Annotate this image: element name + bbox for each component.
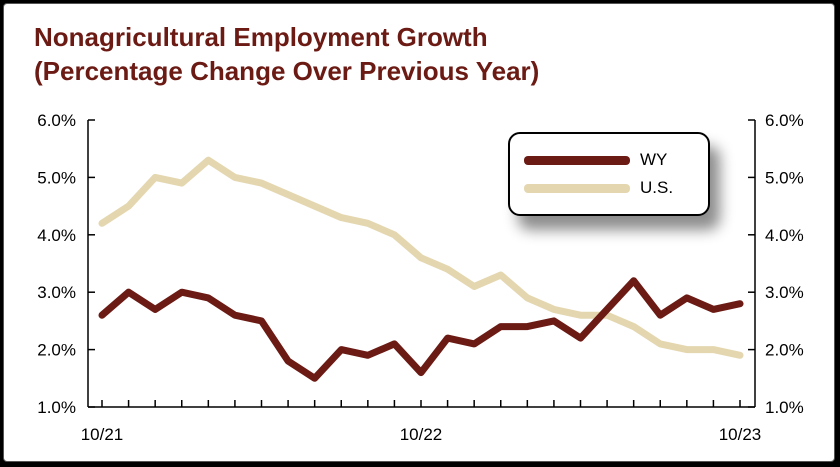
y-tick-label-left: 3.0% <box>37 283 76 302</box>
series-line-us <box>98 156 744 359</box>
x-tick-label: 10/23 <box>719 425 762 444</box>
y-tick-label-left: 1.0% <box>37 398 76 417</box>
tick-labels: 1.0% 1.0% 2.0% 2.0% 3.0% 3.0% 4.0% 4.0% 5.0% 5.0%… <box>37 111 804 444</box>
legend-label-wy: WY <box>640 150 668 169</box>
y-tick-label-left: 4.0% <box>37 226 76 245</box>
y-tick-label-right: 5.0% <box>765 168 804 187</box>
series-lines <box>98 156 744 382</box>
x-tick-label: 10/21 <box>81 425 124 444</box>
chart-frame <box>3 3 835 462</box>
y-tick-label-right: 2.0% <box>765 341 804 360</box>
legend-item-wy: WY <box>524 148 667 172</box>
legend-label-us: U.S. <box>640 178 674 197</box>
axis-ticks <box>88 119 755 408</box>
legend-swatch-wy <box>524 155 630 165</box>
chart-title-line1: Nonagricultural Employment Growth <box>34 22 488 52</box>
y-tick-label-right: 1.0% <box>765 398 804 417</box>
chart-title: Nonagricultural Employment Growth (Perce… <box>34 20 539 88</box>
y-tick-label-right: 4.0% <box>765 226 804 245</box>
x-tick-label: 10/22 <box>400 425 443 444</box>
y-tick-label-left: 2.0% <box>37 341 76 360</box>
legend-swatch-us <box>524 183 630 193</box>
y-tick-label-left: 6.0% <box>37 111 76 130</box>
y-tick-label-right: 6.0% <box>765 111 804 130</box>
chart-title-line2: (Percentage Change Over Previous Year) <box>34 56 540 86</box>
y-tick-label-right: 3.0% <box>765 283 804 302</box>
y-tick-label-left: 5.0% <box>37 168 76 187</box>
legend-item-us: U.S. <box>524 176 673 200</box>
legend: WY U.S. <box>508 132 710 216</box>
series-line-wy <box>98 277 744 382</box>
